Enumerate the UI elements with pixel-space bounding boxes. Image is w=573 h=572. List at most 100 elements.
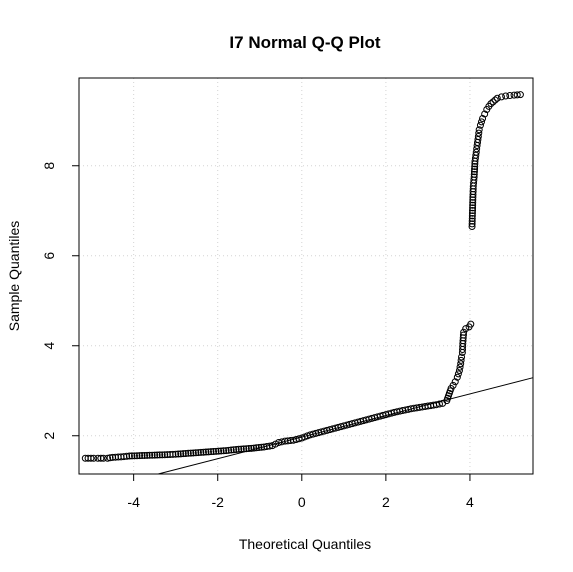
- data-point: [469, 207, 477, 215]
- data-point: [128, 452, 136, 460]
- data-point: [478, 118, 486, 126]
- x-tick-label: 0: [298, 494, 306, 510]
- data-point: [459, 331, 467, 339]
- data-point: [456, 363, 464, 371]
- data-point: [230, 446, 238, 454]
- data-point: [172, 450, 180, 458]
- reference-line-group: [158, 377, 534, 475]
- data-point: [449, 381, 457, 389]
- data-point: [212, 447, 220, 455]
- data-point: [266, 442, 274, 450]
- data-point: [457, 356, 465, 364]
- data-point: [513, 91, 521, 99]
- grid-lines: [79, 78, 533, 474]
- x-tick-label: -4: [127, 494, 140, 510]
- data-point: [468, 223, 476, 230]
- data-point: [141, 451, 149, 459]
- data-point: [240, 445, 248, 453]
- data-point: [187, 449, 195, 457]
- data-point: [222, 447, 230, 455]
- x-tick-label: 4: [466, 494, 474, 510]
- data-point: [179, 450, 187, 458]
- data-point: [252, 444, 260, 452]
- data-point: [194, 449, 202, 457]
- data-point: [469, 196, 477, 204]
- data-point: [133, 452, 141, 460]
- data-point: [87, 454, 95, 462]
- data-point: [454, 370, 462, 378]
- data-point: [476, 121, 484, 129]
- data-point: [471, 163, 479, 170]
- data-point: [432, 401, 440, 409]
- data-point: [146, 451, 154, 459]
- data-point: [470, 173, 478, 181]
- data-point: [237, 445, 245, 453]
- data-point: [97, 454, 105, 462]
- data-point: [153, 451, 161, 459]
- data-point: [257, 443, 265, 451]
- data-point: [204, 448, 212, 456]
- reference-line: [158, 377, 534, 475]
- data-point: [174, 450, 182, 458]
- data-point: [220, 447, 228, 455]
- data-point: [242, 445, 250, 453]
- data-point: [156, 451, 164, 459]
- data-point: [469, 199, 477, 207]
- data-point: [468, 212, 476, 220]
- data-point: [215, 447, 223, 455]
- data-point: [192, 449, 200, 457]
- data-point: [247, 444, 255, 452]
- y-tick-label: 4: [41, 342, 57, 350]
- data-point: [481, 110, 489, 118]
- data-point: [458, 353, 466, 361]
- data-point: [516, 91, 524, 99]
- data-point: [468, 209, 476, 217]
- data-point: [199, 448, 207, 456]
- y-axis-label: Sample Quantiles: [6, 221, 22, 332]
- data-point: [472, 148, 480, 156]
- data-point: [470, 168, 478, 176]
- data-point: [148, 451, 156, 459]
- plot-frame: [78, 77, 534, 475]
- data-point: [479, 115, 487, 122]
- data-point: [453, 373, 461, 381]
- y-tick-label: 8: [41, 162, 57, 170]
- data-point: [255, 444, 263, 452]
- data-point: [460, 328, 468, 336]
- data-point: [225, 446, 233, 454]
- data-point: [184, 449, 192, 457]
- data-point: [245, 445, 253, 453]
- data-point: [99, 454, 107, 462]
- data-point: [493, 94, 501, 102]
- data-point: [489, 98, 497, 106]
- data-point: [138, 452, 146, 460]
- data-point: [202, 448, 210, 456]
- data-point: [455, 367, 463, 374]
- data-point: [468, 220, 476, 228]
- data-point: [182, 449, 190, 457]
- data-point: [207, 448, 215, 456]
- data-point: [469, 204, 477, 212]
- data-point: [151, 451, 159, 459]
- data-point: [143, 451, 151, 459]
- x-axis-label: Theoretical Quantiles: [239, 536, 371, 552]
- data-point: [158, 451, 166, 459]
- data-point: [106, 454, 114, 462]
- data-point: [217, 447, 225, 455]
- x-tick-label: -2: [211, 494, 224, 510]
- data-point: [435, 400, 443, 408]
- data-point: [462, 325, 470, 333]
- data-point: [177, 450, 185, 458]
- data-point: [475, 129, 483, 137]
- data-point: [189, 449, 197, 457]
- data-point: [506, 92, 514, 100]
- data-points: [81, 91, 524, 462]
- data-point: [161, 451, 169, 459]
- y-tick-label: 6: [41, 252, 57, 260]
- data-point: [125, 452, 133, 460]
- axes: -4 -2 0 2 4 2 4 6 8: [41, 162, 474, 510]
- y-tick-label: 2: [41, 432, 57, 440]
- data-point: [491, 96, 499, 104]
- data-point: [468, 217, 476, 225]
